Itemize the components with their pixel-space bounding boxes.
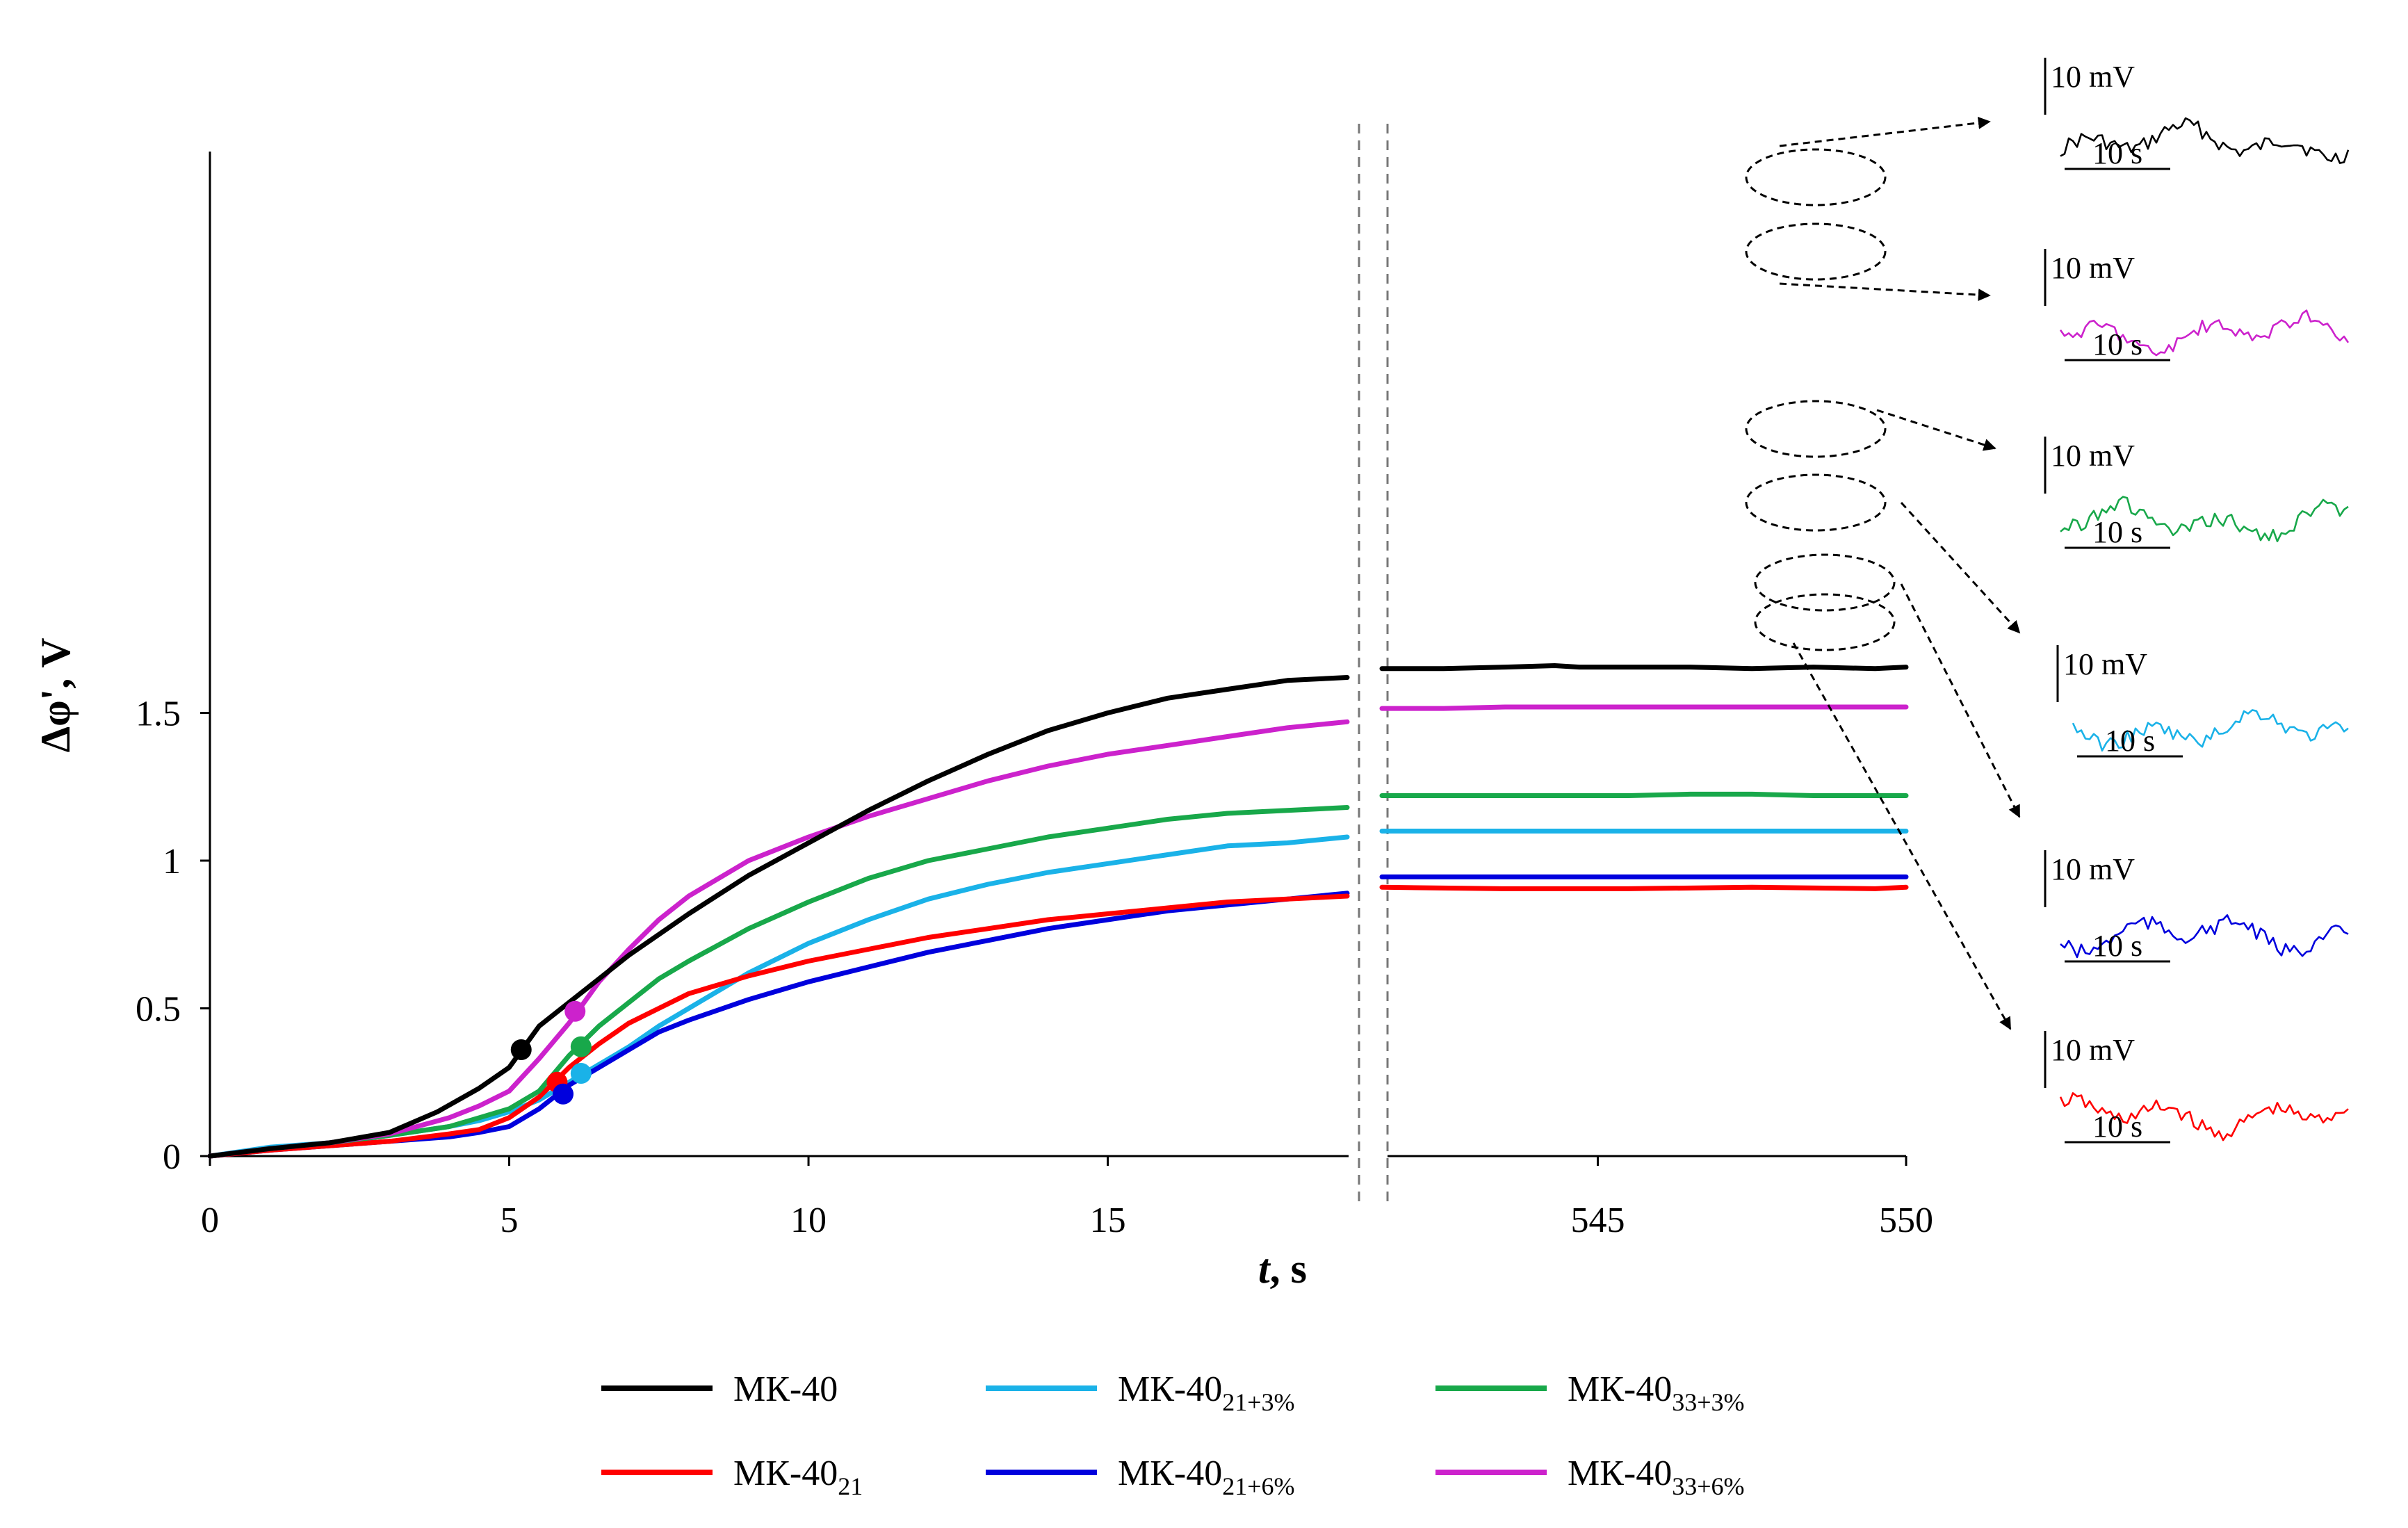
legend-item-2: МК-4021+3%	[986, 1369, 1295, 1416]
callout-arrow	[1792, 642, 2012, 1030]
highlight-ellipse	[1754, 553, 1896, 612]
legend-item-5: МК-4033+6%	[1435, 1454, 1745, 1500]
inset-trace	[2059, 1092, 2349, 1141]
x-axis-label: t, s	[1258, 1246, 1307, 1292]
series-5-line-right	[1379, 704, 1909, 711]
inset-time-label: 10 s	[2092, 136, 2142, 170]
series-3-line-left	[207, 891, 1350, 1159]
inset-series-3: 10 mV 10 s	[2044, 850, 2349, 963]
inset-time-label: 10 s	[2092, 1110, 2142, 1144]
y-tick-label: 0.5	[136, 990, 181, 1030]
highlight-ellipse	[1754, 593, 1896, 651]
axes: 0 0.5 1 1.5 0 5 10 15 545 550 t, s	[136, 124, 1933, 1292]
y-tick-label: 1	[163, 842, 181, 881]
legend-label: МК-4021+6%	[1118, 1454, 1295, 1500]
y-axis-label: Δφ', V	[33, 637, 79, 752]
series-1-line-left	[207, 893, 1350, 1159]
series-4-marker	[570, 1036, 592, 1057]
inset-trace	[2060, 914, 2349, 959]
legend-label: МК-4021	[733, 1454, 863, 1500]
callout-arrow	[1876, 409, 1996, 451]
annotations	[1745, 116, 2021, 1030]
x-tick-label: 10	[790, 1201, 827, 1240]
inset-series-2: 10 mV 10 s	[2056, 645, 2349, 758]
legend-item-1: МК-4021	[601, 1454, 863, 1500]
legend-label: МК-4033+3%	[1568, 1369, 1745, 1416]
inset-scale-label: 10 mV	[2063, 647, 2147, 681]
highlight-ellipse	[1745, 400, 1887, 458]
x-tick-label: 15	[1090, 1201, 1126, 1240]
series-layer	[207, 663, 1909, 1159]
callout-arrow	[1779, 282, 1991, 302]
series-2-line-left	[207, 834, 1350, 1159]
inset-series-0: 10 mV 10 s	[2044, 58, 2350, 170]
callout-arrow	[1900, 501, 2021, 634]
inset-trace	[2059, 309, 2350, 357]
inset-series-5: 10 mV 10 s	[2044, 249, 2350, 361]
series-4-line-right	[1379, 791, 1909, 798]
inset-scale-label: 10 mV	[2051, 60, 2135, 94]
inset-trace	[2072, 709, 2349, 752]
callout-arrow	[1900, 583, 2021, 818]
inset-series-1: 10 mV 10 s	[2044, 1031, 2349, 1144]
inset-time-label: 10 s	[2092, 327, 2142, 361]
legend-label: МК-4033+6%	[1568, 1454, 1745, 1500]
series-3-marker	[553, 1083, 574, 1105]
inset-scale-label: 10 mV	[2051, 852, 2135, 886]
series-5-marker	[564, 1000, 586, 1022]
legend-label: МК-40	[733, 1369, 838, 1409]
inset-time-label: 10 s	[2105, 724, 2155, 758]
legend-item-4: МК-4033+3%	[1435, 1369, 1745, 1416]
series-4-line-left	[207, 805, 1350, 1159]
highlight-ellipse	[1745, 473, 1887, 532]
inset-scale-label: 10 mV	[2051, 251, 2135, 285]
legend-label: МК-4021+3%	[1118, 1369, 1295, 1416]
series-2-marker	[570, 1063, 592, 1084]
highlight-ellipse	[1745, 222, 1887, 281]
series-0-line-left	[207, 675, 1350, 1159]
inset-series-4: 10 mV 10 s	[2044, 437, 2349, 549]
series-0-line-right	[1379, 663, 1909, 672]
y-tick-label: 0	[163, 1137, 181, 1177]
legend-item-0: МК-40	[601, 1369, 838, 1409]
highlight-ellipse	[1745, 148, 1887, 206]
series-1-line-right	[1379, 884, 1909, 891]
y-tick-label: 1.5	[136, 694, 181, 734]
inset-time-label: 10 s	[2092, 929, 2142, 963]
series-5-line-left	[207, 719, 1350, 1159]
inset-trace	[2060, 496, 2349, 543]
legend-item-3: МК-4021+6%	[986, 1454, 1295, 1500]
x-tick-label: 545	[1570, 1201, 1625, 1240]
inset-scale-label: 10 mV	[2051, 1033, 2135, 1067]
x-tick-label: 550	[1879, 1201, 1933, 1240]
inset-trace	[2060, 117, 2350, 164]
legend: МК-40 МК-4021 МК-4021+3% МК-4021+6% МК-4033+…	[601, 1369, 1745, 1500]
callout-arrow	[1779, 116, 1991, 147]
series-0-marker	[510, 1039, 532, 1060]
x-tick-label: 5	[501, 1201, 519, 1240]
x-tick-label: 0	[201, 1201, 219, 1240]
inset-time-label: 10 s	[2092, 515, 2142, 549]
inset-scale-label: 10 mV	[2051, 439, 2135, 473]
